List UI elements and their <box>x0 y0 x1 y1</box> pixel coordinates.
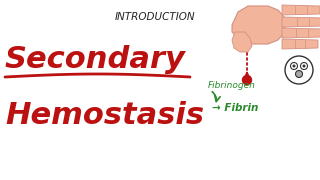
Circle shape <box>243 75 252 84</box>
Circle shape <box>292 64 295 68</box>
Circle shape <box>302 64 306 68</box>
Polygon shape <box>282 17 320 27</box>
Polygon shape <box>282 39 318 49</box>
Circle shape <box>295 71 302 78</box>
Text: INTRODUCTION: INTRODUCTION <box>115 12 195 22</box>
Circle shape <box>285 56 313 84</box>
Text: Secondary: Secondary <box>5 46 186 75</box>
Circle shape <box>300 62 308 69</box>
Polygon shape <box>232 6 285 44</box>
Polygon shape <box>245 72 249 77</box>
Text: Fibrinogen: Fibrinogen <box>208 80 256 89</box>
Text: → Fibrin: → Fibrin <box>212 103 258 113</box>
Polygon shape <box>232 32 252 52</box>
Polygon shape <box>282 5 320 15</box>
Text: Hemostasis: Hemostasis <box>5 100 204 129</box>
Polygon shape <box>282 28 320 38</box>
Circle shape <box>291 62 298 69</box>
